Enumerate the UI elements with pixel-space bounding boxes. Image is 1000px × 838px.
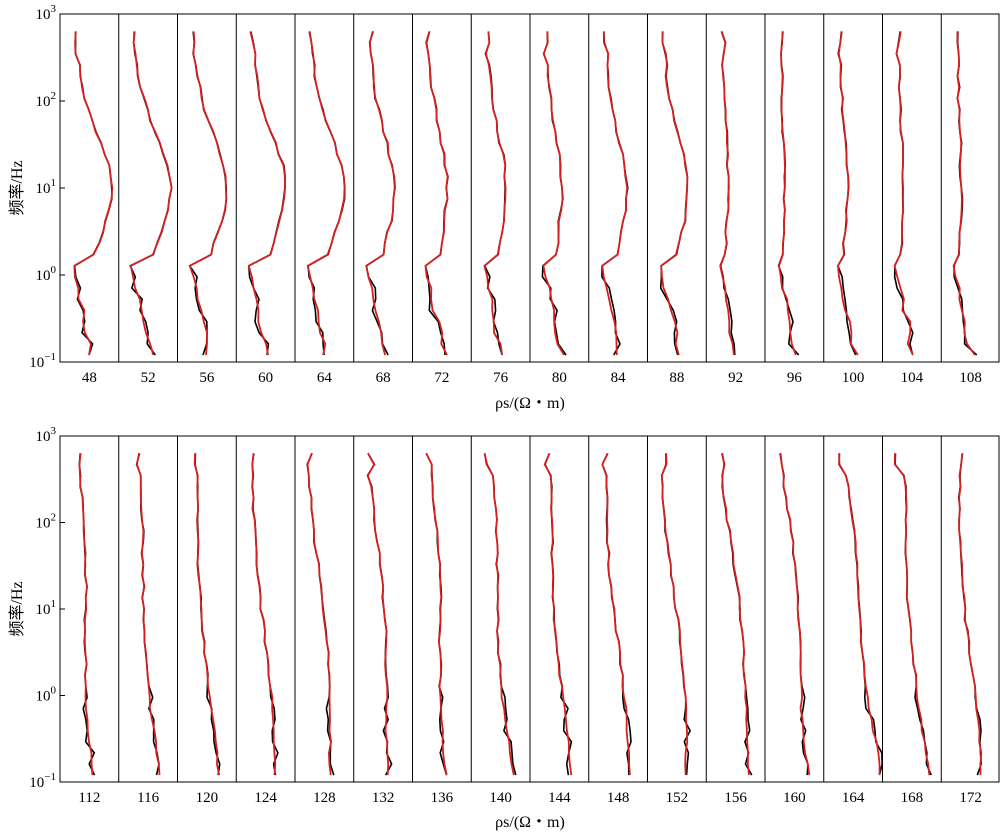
fitted-curve	[483, 453, 515, 776]
panel-label: 68	[376, 370, 391, 386]
panel-label: 132	[372, 790, 395, 806]
fitted-curve	[838, 453, 881, 776]
fitted-curve	[247, 31, 287, 356]
fitted-curve	[837, 31, 859, 356]
observed-curve	[424, 31, 449, 356]
x-axis-label: ρs/(Ω・m)	[495, 395, 565, 412]
fitted-curve	[425, 452, 448, 776]
observed-curve	[957, 453, 983, 776]
fitted-curve	[73, 31, 114, 356]
panel-label: 160	[783, 790, 806, 806]
fitted-curve	[893, 453, 931, 776]
panel-label: 168	[901, 790, 924, 806]
y-tick-label: 101	[36, 598, 57, 618]
fitted-curve	[601, 31, 629, 356]
fitted-curve	[542, 31, 565, 356]
observed-curve	[544, 453, 573, 776]
fitted-curve	[306, 452, 333, 776]
panel-label: 156	[724, 790, 747, 806]
y-tick-label: 102	[36, 90, 57, 110]
panel-label: 64	[317, 370, 333, 386]
observed-curve	[894, 453, 932, 776]
panel-label: 88	[669, 370, 684, 386]
panel-label: 144	[548, 790, 571, 806]
y-tick-label: 10−1	[29, 351, 56, 371]
observed-curve	[601, 31, 629, 356]
panel-label: 164	[842, 790, 865, 806]
observed-curve	[483, 31, 507, 356]
y-tick-label: 101	[36, 177, 57, 197]
panel-label: 152	[666, 790, 689, 806]
fitted-curve	[660, 453, 689, 776]
panel-label: 116	[137, 790, 159, 806]
fitted-curve	[483, 31, 507, 356]
panel-label: 72	[434, 370, 449, 386]
observed-curve	[247, 31, 286, 356]
chart-bottom: 103 102 101 100 10−1 频率/Hz 112 116 120 124 128 132 1…	[8, 425, 1000, 831]
panel-label: 108	[959, 370, 982, 386]
chart-top: 103 102 101 100 10−1 频率/Hz 48 52 56 60 64 68 72 76 80 8…	[8, 3, 1000, 412]
fitted-curve	[601, 452, 631, 776]
panel-label: 124	[254, 790, 277, 806]
observed-curve	[307, 31, 346, 356]
y-tick-label: 103	[36, 3, 57, 23]
x-axis-label: ρs/(Ω・m)	[495, 814, 565, 831]
y-tick-label: 100	[36, 264, 57, 284]
fitted-curve	[721, 453, 750, 776]
observed-curve	[425, 452, 448, 776]
panel-label: 52	[141, 370, 156, 386]
panel-label: 96	[787, 370, 803, 386]
fitted-curve	[424, 31, 449, 356]
panel-label: 148	[607, 790, 630, 806]
fitted-curve	[543, 452, 573, 776]
panel-label: 136	[431, 790, 454, 806]
panel-label: 84	[611, 370, 627, 386]
fitted-curve	[129, 31, 173, 356]
fitted-curve	[188, 31, 228, 356]
fitted-curve	[251, 453, 277, 776]
fitted-curve	[136, 453, 161, 776]
panel-label: 172	[959, 790, 982, 806]
fitted-curve	[952, 31, 976, 356]
fitted-curve	[306, 31, 346, 356]
panel-label: 140	[489, 790, 512, 806]
panel-label: 60	[258, 370, 273, 386]
fitted-curve	[366, 452, 390, 776]
fitted-curve	[958, 453, 983, 776]
fitted-curve	[893, 31, 914, 356]
y-tick-label: 103	[36, 425, 57, 445]
y-tick-label: 10−1	[29, 771, 56, 791]
fitted-curve	[779, 453, 811, 776]
panel-label: 48	[82, 370, 97, 386]
fitted-curve	[778, 31, 797, 356]
panel-label: 100	[842, 370, 865, 386]
y-tick-label: 102	[36, 512, 57, 532]
panel-label: 120	[196, 790, 219, 806]
observed-curve	[659, 31, 689, 356]
panel-label: 92	[728, 370, 743, 386]
observed-curve	[188, 31, 227, 356]
panel-label: 104	[901, 370, 924, 386]
observed-curve	[194, 453, 221, 776]
y-tick-label: 100	[36, 685, 57, 705]
panel-label: 56	[199, 370, 215, 386]
y-axis-label: 频率/Hz	[8, 160, 26, 215]
observed-curve	[483, 453, 517, 776]
panel-label: 80	[552, 370, 567, 386]
fitted-curve	[719, 31, 735, 356]
panel-label: 76	[493, 370, 509, 386]
observed-curve	[366, 452, 393, 776]
panel-label: 128	[313, 790, 336, 806]
observed-curve	[129, 31, 173, 356]
y-axis-label: 频率/Hz	[8, 581, 26, 636]
fitted-curve	[365, 31, 397, 356]
observed-curve	[365, 31, 396, 356]
observed-curve	[135, 453, 160, 776]
fitted-curve	[193, 453, 221, 776]
fitted-curve	[660, 31, 689, 356]
fitted-curve	[78, 453, 94, 776]
panel-label: 112	[78, 790, 100, 806]
